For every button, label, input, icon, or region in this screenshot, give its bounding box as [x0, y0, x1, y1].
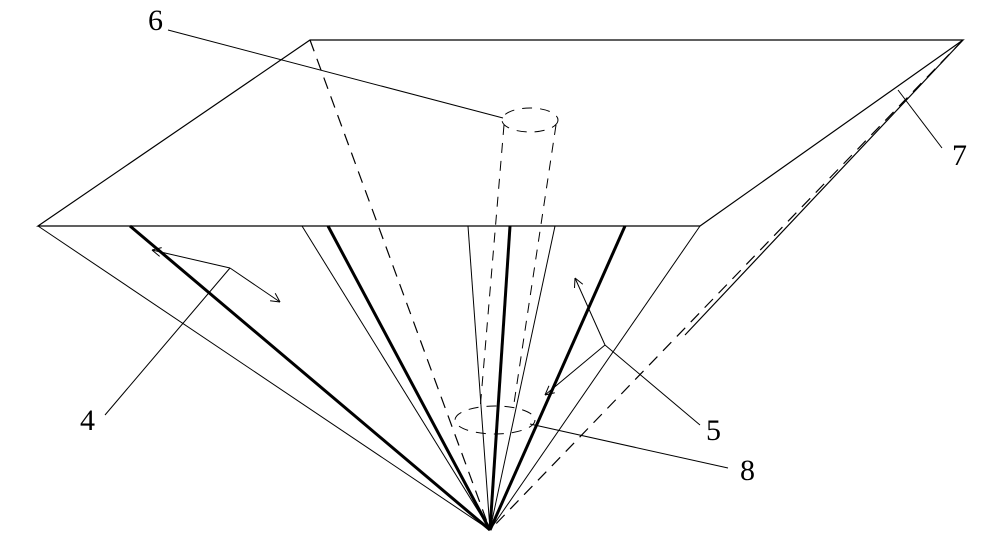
fold-thin [490, 226, 700, 530]
back-edge [490, 40, 963, 530]
top-plate [38, 40, 963, 226]
fold-thin [302, 226, 490, 530]
leader-4-arrow [230, 268, 280, 302]
label-7: 7 [952, 139, 967, 172]
fold-thin [38, 226, 490, 530]
label-5: 5 [706, 414, 721, 447]
fold-bold [130, 226, 490, 530]
leader-6 [168, 30, 503, 118]
leader-4-arrow [152, 250, 230, 268]
leader-4 [105, 268, 230, 415]
cylinder-bottom [455, 406, 535, 434]
leader-5-arrow [545, 345, 605, 395]
leader-5-arrow [575, 278, 605, 345]
diagram-canvas: 6 7 4 58 [0, 0, 1000, 557]
label-4: 4 [80, 404, 95, 437]
label-6: 6 [148, 4, 163, 37]
cylinder-top [502, 108, 558, 132]
leader-8 [530, 424, 728, 468]
arrowhead [574, 278, 575, 288]
leader-5 [605, 345, 700, 425]
cylinder-side [513, 125, 556, 410]
label-8: 8 [740, 454, 755, 487]
fold-bold [490, 226, 625, 530]
back-edge [310, 40, 490, 530]
leader-7 [898, 90, 942, 148]
fold-thin [468, 226, 490, 530]
right-slope-solid [685, 40, 963, 335]
fold-bold [328, 226, 490, 530]
